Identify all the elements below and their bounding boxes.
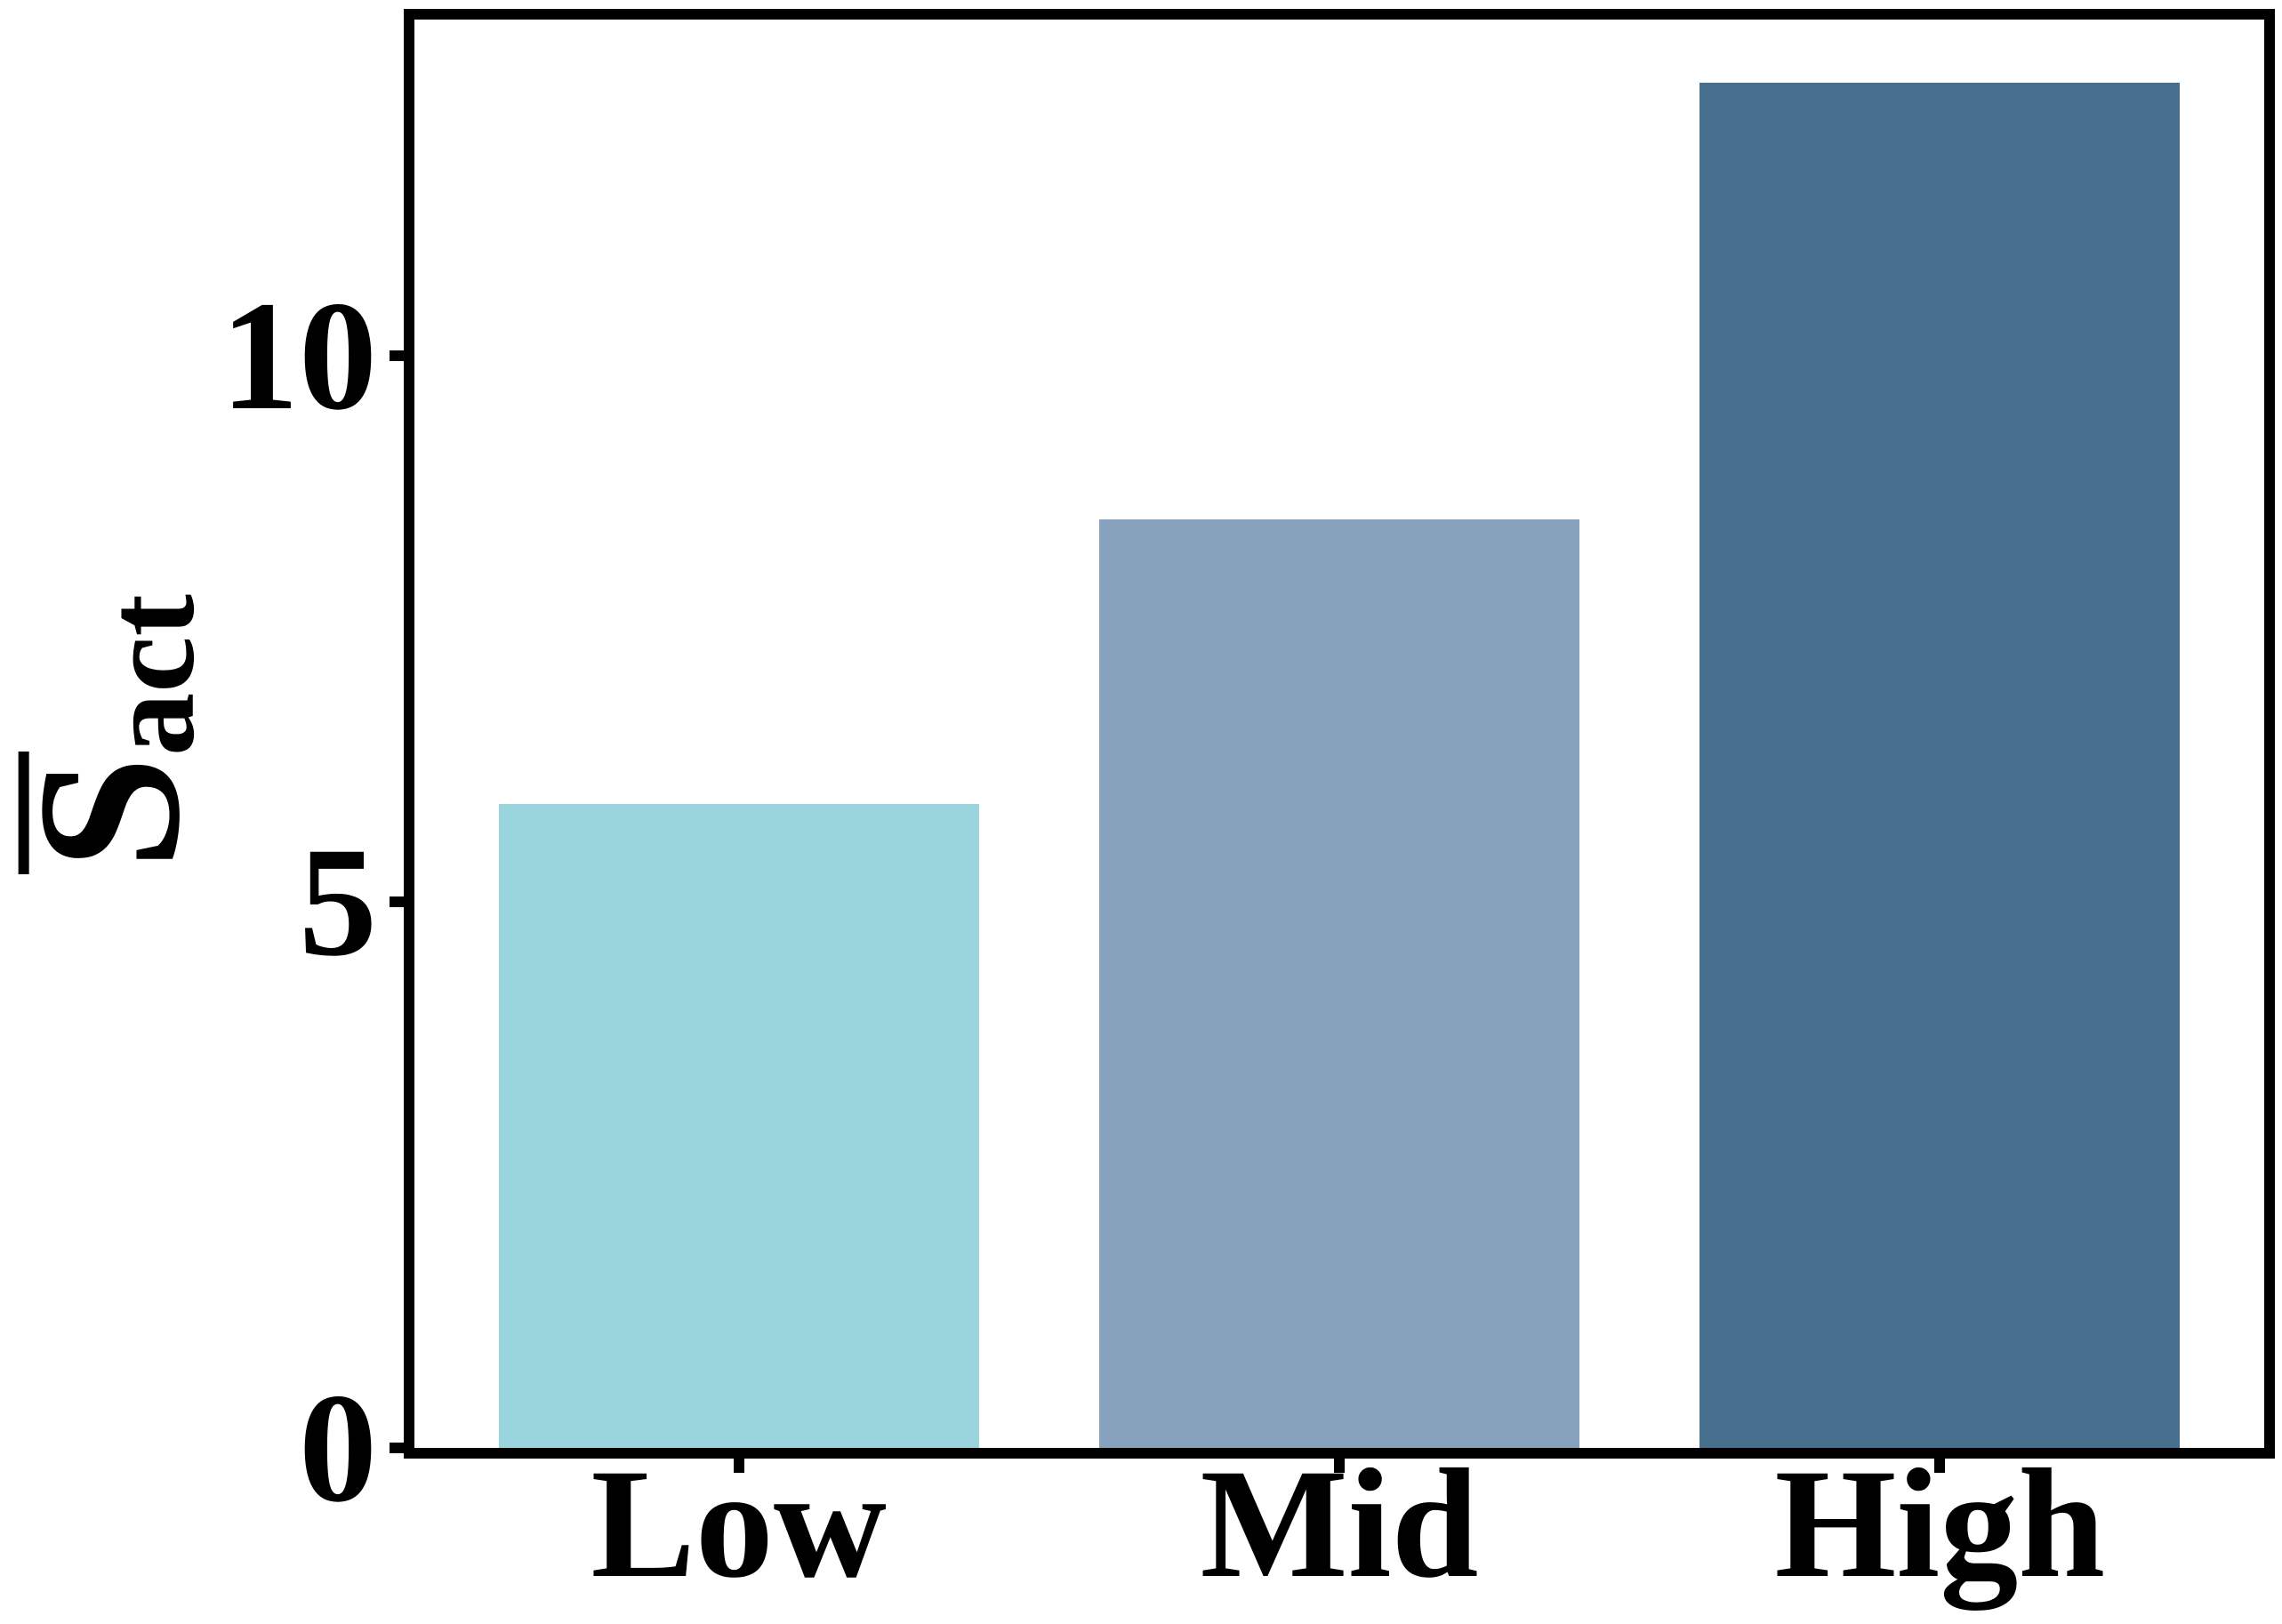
y-axis-tick-label: 10 (221, 269, 377, 444)
x-axis-tick (1934, 1459, 1946, 1473)
bar-low (498, 803, 979, 1459)
x-axis-tick-label: High (1774, 1437, 2106, 1611)
y-axis-tick (390, 1443, 404, 1453)
y-axis-tick-label: 0 (299, 1362, 377, 1535)
x-axis-tick (733, 1459, 744, 1473)
y-axis-label-symbol: S (0, 756, 222, 870)
bar-mid (1098, 519, 1580, 1459)
y-axis-tick (390, 350, 404, 362)
x-axis-tick-label: Low (591, 1437, 887, 1611)
y-axis-label-subscript: act (79, 594, 221, 757)
plot-area-frame (404, 9, 2275, 1459)
x-axis-tick (1334, 1459, 1345, 1473)
y-axis-label: Sact (0, 594, 222, 870)
y-axis-tick-label: 5 (299, 816, 377, 990)
x-axis-tick-label: Mid (1200, 1437, 1479, 1611)
bar-high (1699, 83, 2181, 1459)
y-axis-tick (390, 896, 404, 908)
